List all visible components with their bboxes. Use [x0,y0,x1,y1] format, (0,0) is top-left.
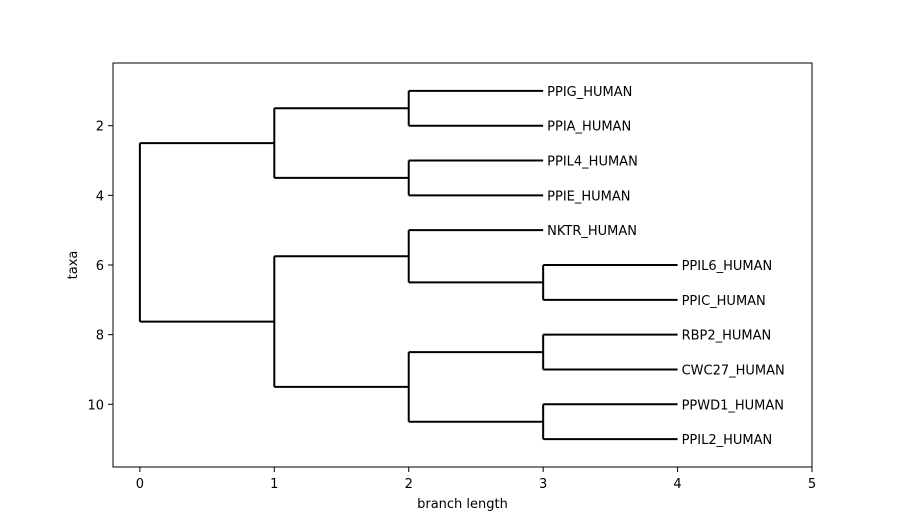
x-tick-label: 4 [673,477,681,492]
x-tick-label: 1 [270,477,278,492]
y-axis: 2 4 6 8 10 [87,120,113,413]
leaf-label: RBP2_HUMAN [682,329,772,344]
leaf-label: PPIL2_HUMAN [682,433,773,448]
leaf-label: PPIA_HUMAN [547,120,631,135]
x-axis: 0 1 2 3 4 5 [136,467,816,492]
x-tick-label: 2 [405,477,413,492]
tree-branches [138,89,678,441]
leaf-labels: PPIG_HUMAN PPIA_HUMAN PPIL4_HUMAN PPIE_H… [547,85,785,448]
x-tick-label: 5 [808,477,816,492]
leaf-label: PPIL6_HUMAN [682,259,773,274]
y-tick-label: 6 [96,259,104,274]
plot-frame [112,62,813,468]
leaf-label: NKTR_HUMAN [547,224,637,239]
leaf-label: PPIE_HUMAN [547,189,630,204]
x-tick-label: 3 [539,477,547,492]
y-tick-label: 4 [96,189,104,204]
y-tick-label: 2 [96,120,104,135]
y-tick-label: 8 [96,329,104,344]
y-tick-label: 10 [87,398,104,413]
leaf-label: PPIL4_HUMAN [547,155,638,170]
y-axis-label: taxa [66,251,81,280]
leaf-label: PPWD1_HUMAN [682,398,784,413]
leaf-label: PPIG_HUMAN [547,85,632,100]
leaf-label: CWC27_HUMAN [682,363,785,378]
leaf-label: PPIC_HUMAN [682,294,766,309]
x-tick-label: 0 [136,477,144,492]
x-axis-label: branch length [417,497,508,512]
